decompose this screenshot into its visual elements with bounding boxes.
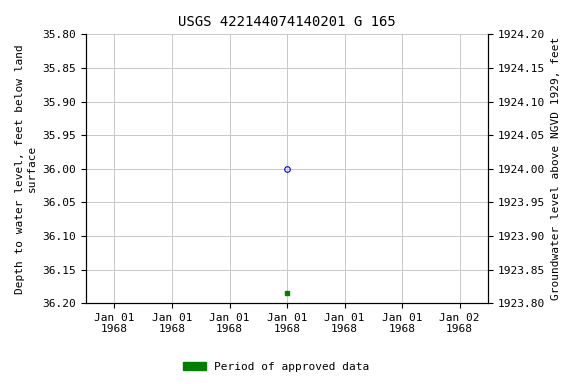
Legend: Period of approved data: Period of approved data bbox=[179, 358, 374, 377]
Title: USGS 422144074140201 G 165: USGS 422144074140201 G 165 bbox=[178, 15, 396, 29]
Y-axis label: Depth to water level, feet below land
surface: Depth to water level, feet below land su… bbox=[15, 44, 37, 294]
Y-axis label: Groundwater level above NGVD 1929, feet: Groundwater level above NGVD 1929, feet bbox=[551, 37, 561, 300]
